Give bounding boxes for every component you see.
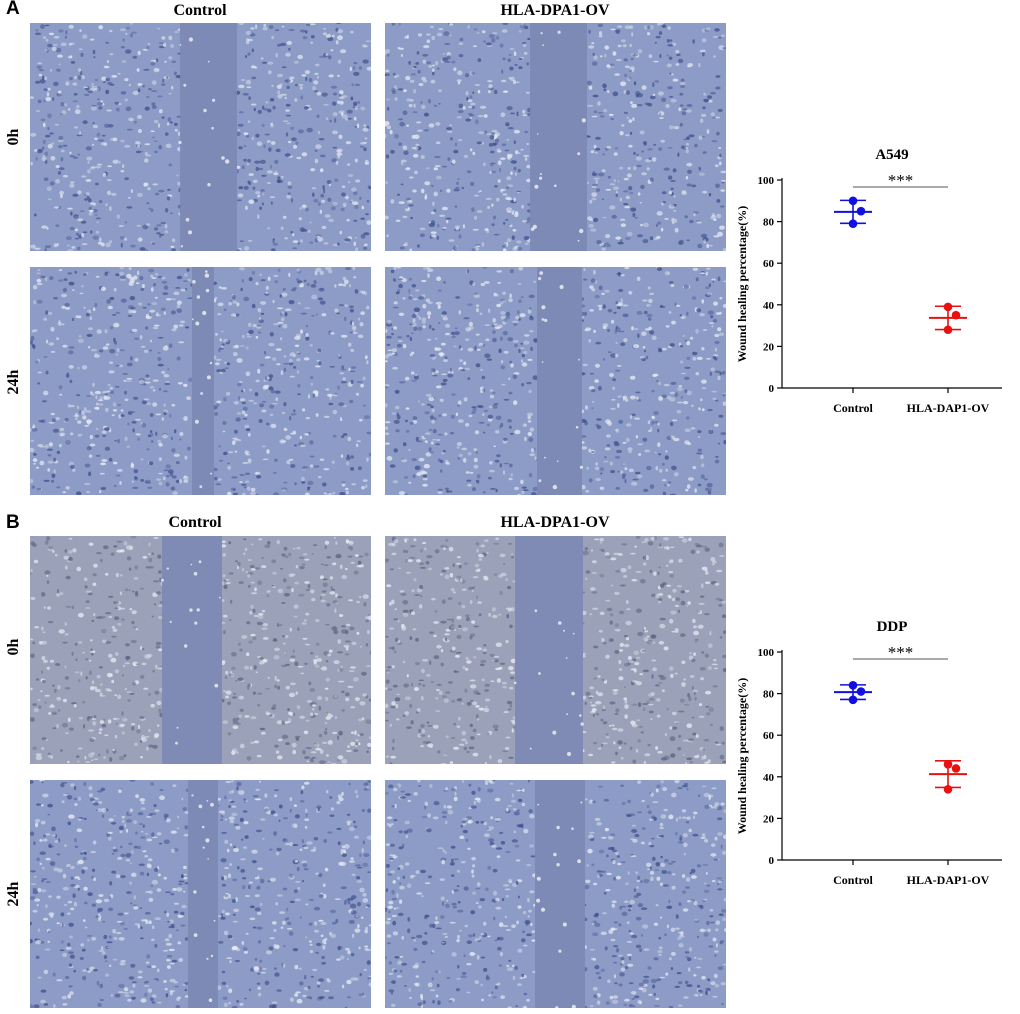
y-tick-label: 0 — [769, 383, 775, 395]
chart-a549: A549 0 20 40 60 80 100 Wound healing percentage… — [735, 147, 1002, 415]
x-tick-label: HLA-DAP1-OV — [907, 873, 990, 887]
x-tick-label: Control — [833, 401, 873, 415]
data-point — [848, 196, 858, 206]
y-tick-label: 20 — [763, 813, 775, 825]
row-label-0h-a: 0h — [5, 128, 22, 146]
micrograph-a-control-24h — [30, 267, 371, 495]
data-point — [951, 310, 961, 320]
micrograph-a-control-0h — [30, 23, 371, 251]
x-tick-label: Control — [833, 873, 873, 887]
data-point — [943, 760, 953, 769]
data-point — [848, 219, 858, 228]
data-point — [848, 680, 858, 690]
column-label-control-a: Control — [173, 2, 227, 19]
row-label-24h-b: 24h — [5, 881, 22, 907]
micrograph-b-control-24h — [30, 780, 371, 1008]
data-point — [943, 325, 953, 335]
micrograph-a-ov-0h — [385, 23, 726, 251]
x-tick-label: HLA-DAP1-OV — [907, 401, 990, 415]
y-tick-label: 20 — [763, 341, 775, 353]
data-point — [943, 302, 953, 312]
y-tick-label: 0 — [769, 855, 775, 867]
micrograph-a-ov-24h — [385, 267, 726, 495]
data-point — [951, 764, 961, 773]
column-label-control-b: Control — [168, 514, 222, 531]
y-tick-label: 80 — [763, 217, 775, 229]
column-label-ov-b: HLA-DPA1-OV — [500, 514, 610, 531]
data-point — [856, 206, 866, 216]
micrograph-b-ov-0h — [385, 536, 726, 764]
y-tick-label: 100 — [758, 175, 775, 187]
significance-label: *** — [888, 643, 914, 662]
data-point — [943, 784, 953, 794]
y-tick-label: 40 — [763, 300, 775, 312]
panel-letter-b: B — [6, 512, 20, 533]
data-point — [848, 695, 858, 705]
chart-title: A549 — [875, 147, 908, 163]
chart-title: DDP — [877, 619, 908, 635]
row-label-0h-b: 0h — [5, 638, 22, 656]
y-tick-label: 60 — [763, 258, 775, 270]
y-axis-label: Wound healing percentage(%) — [735, 678, 749, 834]
y-tick-label: 60 — [763, 730, 775, 742]
column-label-ov-a: HLA-DPA1-OV — [500, 2, 610, 19]
y-axis-label: Wound healing percentage(%) — [735, 206, 749, 362]
y-tick-label: 40 — [763, 772, 775, 784]
significance-label: *** — [888, 171, 914, 190]
chart-ddp: DDP 0 20 40 60 80 100 Wound healing percentage(… — [735, 619, 1002, 887]
micrograph-b-ov-24h — [385, 780, 726, 1008]
row-label-24h-a: 24h — [5, 369, 22, 395]
data-point — [856, 687, 866, 696]
y-tick-label: 100 — [758, 647, 775, 659]
y-tick-label: 80 — [763, 689, 775, 701]
panel-letter-a: A — [6, 0, 20, 19]
micrograph-b-control-0h — [30, 536, 371, 764]
